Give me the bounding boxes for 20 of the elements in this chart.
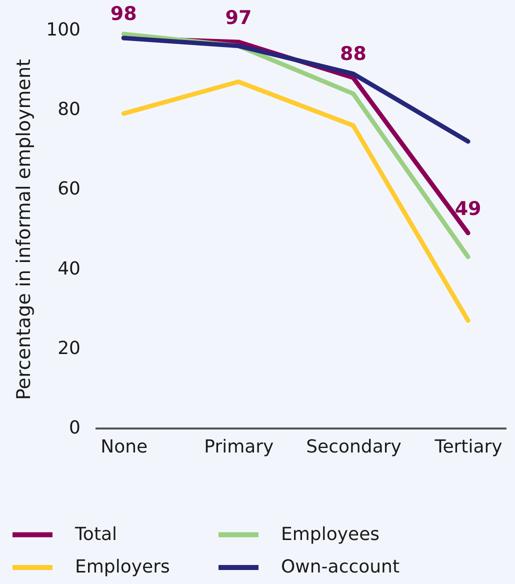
y-tick-label: 20 — [58, 338, 80, 359]
x-tick-label: Secondary — [306, 436, 402, 458]
y-tick-label: 0 — [69, 418, 80, 438]
data-label: 88 — [340, 42, 366, 65]
x-tick-label: None — [100, 436, 148, 458]
legend-label: Own-account — [281, 556, 400, 578]
legend-label: Total — [74, 524, 118, 545]
x-tick-label: Tertiary — [434, 436, 503, 458]
y-tick-label: 80 — [58, 99, 80, 120]
data-label: 98 — [110, 2, 137, 25]
line-series — [121, 36, 470, 144]
y-axis-title: Percentage in informal employment — [13, 59, 36, 400]
legend-label: Employers — [75, 556, 170, 578]
data-label: 49 — [454, 198, 482, 220]
y-tick-label: 40 — [58, 258, 80, 280]
legend-label: Employees — [281, 524, 380, 545]
y-tick-label: 100 — [46, 20, 80, 40]
x-tick-label: Primary — [204, 436, 274, 458]
data-label: 97 — [225, 6, 252, 29]
y-tick-label: 60 — [58, 178, 80, 200]
